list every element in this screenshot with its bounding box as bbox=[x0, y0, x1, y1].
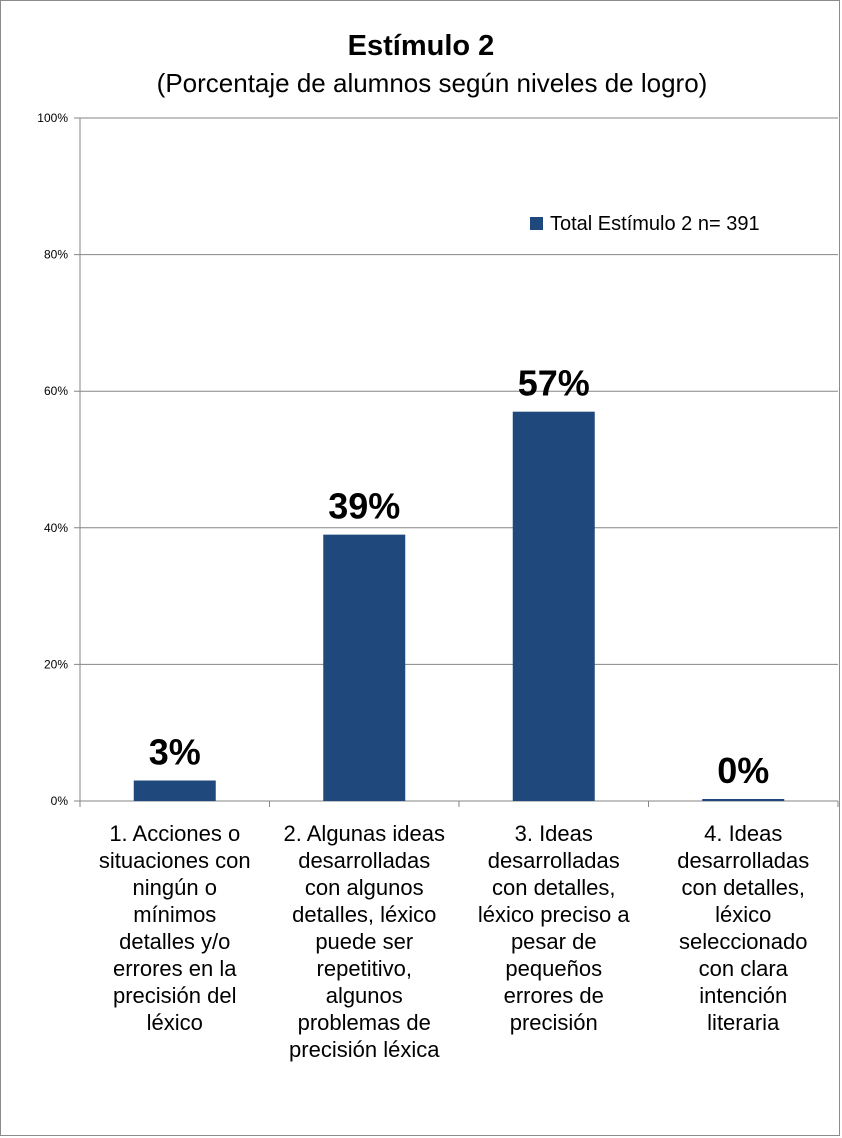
x-category-label-line: precisión léxica bbox=[289, 1037, 440, 1062]
x-category-label: 1. Acciones o situaciones con ningún o míni… bbox=[82, 820, 268, 1036]
bar bbox=[512, 411, 595, 801]
x-category-label-line: precisión del bbox=[112, 983, 237, 1008]
x-category-label-line: pequeños bbox=[505, 956, 603, 981]
x-category-label-line: errores en la bbox=[112, 956, 237, 981]
x-category-label-line: literaria bbox=[707, 1010, 780, 1035]
x-category-label-line: con detalles, bbox=[681, 875, 806, 900]
x-category-label: 4. Ideas desarrolladas con detalles, léxico… bbox=[650, 820, 836, 1036]
x-category-label-line: ningún o bbox=[132, 875, 217, 900]
x-category-label-line: mínimos bbox=[133, 902, 217, 927]
x-category-label-line: con algunos bbox=[304, 875, 424, 900]
x-category-label-line: 3. Ideas bbox=[514, 821, 593, 846]
x-category-label-line: detalles, léxico bbox=[292, 902, 437, 927]
data-label: 39% bbox=[328, 486, 400, 527]
y-tick-label: 40% bbox=[44, 521, 68, 535]
x-category-label-line: seleccionado bbox=[679, 929, 808, 954]
x-category-label-line: algunos bbox=[325, 983, 403, 1008]
x-category-label-line: desarrolladas bbox=[677, 848, 810, 873]
chart-title: Estímulo 2 bbox=[348, 30, 495, 62]
x-category-label-line: precisión bbox=[509, 1010, 598, 1035]
x-category-label-line: con clara bbox=[698, 956, 788, 981]
x-category-label-line: léxico bbox=[715, 902, 772, 927]
y-tick-label: 80% bbox=[44, 248, 68, 262]
x-category-label-line: puede ser bbox=[315, 929, 414, 954]
data-labels: 3% 39% 57% 0% bbox=[149, 363, 770, 791]
x-category-label-line: desarrolladas bbox=[298, 848, 431, 873]
data-label: 57% bbox=[518, 363, 590, 404]
y-tick-label: 60% bbox=[44, 384, 68, 398]
legend-swatch bbox=[530, 217, 543, 230]
x-category-label: 2. Algunas ideas desarrolladas con algunos… bbox=[271, 820, 457, 1063]
legend-label: Total Estímulo 2 n= 391 bbox=[550, 213, 760, 235]
x-category-label-line: desarrolladas bbox=[487, 848, 620, 873]
x-category-label-line: intención bbox=[699, 983, 788, 1008]
x-category-label-line: 1. Acciones o bbox=[109, 821, 241, 846]
x-category-label-line: problemas de bbox=[297, 1010, 431, 1035]
x-category-label: 3. Ideas desarrolladas con detalles, léxico… bbox=[461, 820, 647, 1036]
y-tick-label: 0% bbox=[51, 794, 69, 808]
x-category-label-line: 2. Algunas ideas bbox=[283, 821, 445, 846]
x-category-label-line: detalles y/o bbox=[119, 929, 231, 954]
x-category-label-line: léxico preciso a bbox=[477, 902, 630, 927]
x-category-label-line: 4. Ideas bbox=[704, 821, 783, 846]
x-category-label-line: léxico bbox=[146, 1010, 203, 1035]
bar bbox=[323, 534, 406, 801]
y-tick-label: 100% bbox=[37, 111, 68, 125]
x-category-label-line: situaciones con bbox=[98, 848, 251, 873]
gridlines bbox=[74, 117, 838, 802]
data-label: 0% bbox=[717, 750, 769, 791]
bar bbox=[702, 799, 785, 801]
bars bbox=[133, 411, 785, 801]
x-category-label-line: pesar de bbox=[510, 929, 597, 954]
y-tick-label: 20% bbox=[44, 657, 68, 671]
x-category-label-line: repetitivo, bbox=[316, 956, 412, 981]
data-label: 3% bbox=[149, 732, 201, 773]
legend: Total Estímulo 2 n= 391 bbox=[530, 213, 760, 235]
x-category-label-line: errores de bbox=[503, 983, 604, 1008]
chart-subtitle: (Porcentaje de alumnos según niveles de … bbox=[157, 68, 708, 98]
bar bbox=[133, 780, 216, 801]
x-category-label-line: con detalles, bbox=[491, 875, 616, 900]
y-axis: 0% 20% 40% 60% 80% 100% bbox=[37, 111, 839, 808]
